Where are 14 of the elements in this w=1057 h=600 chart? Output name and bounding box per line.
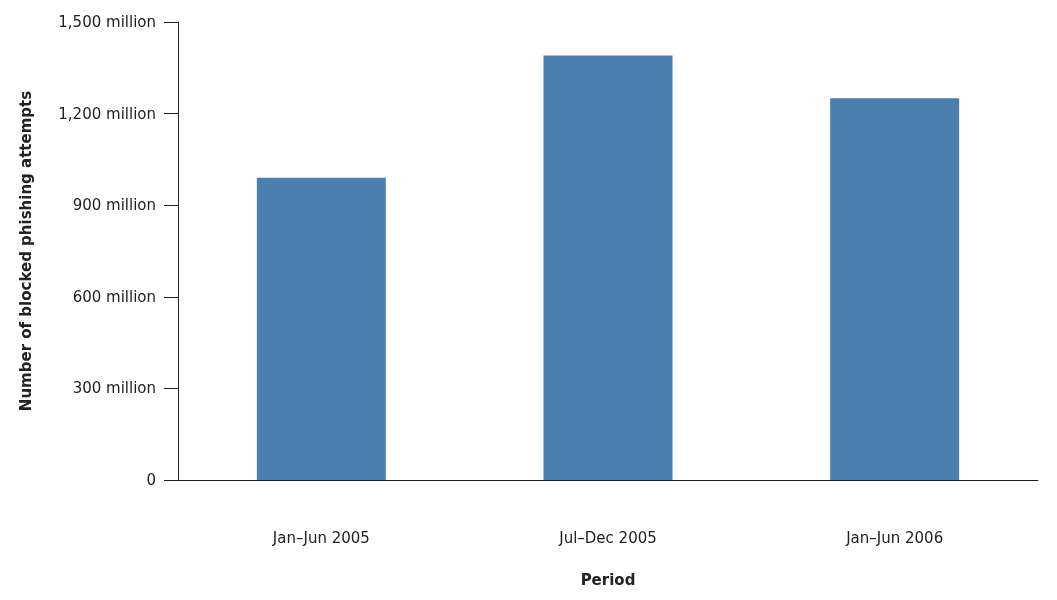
bar: [830, 98, 960, 480]
y-tick-label: 900 million: [72, 196, 156, 215]
y-tick-label: 0: [146, 471, 156, 489]
y-tick-label: 1,500 million: [58, 13, 156, 31]
y-tick-label: 300 million: [72, 379, 156, 398]
x-axis-title: Period: [580, 570, 636, 589]
x-tick-label: Jan–Jun 2006: [845, 528, 944, 547]
x-tick-label: Jul–Dec 2005: [558, 528, 657, 547]
x-tick-label: Jan–Jun 2005: [271, 528, 370, 547]
bar: [543, 55, 673, 480]
y-axis-title: Number of blocked phishing attempts: [16, 90, 35, 412]
y-tick-label: 1,200 million: [58, 104, 156, 123]
y-tick-label: 600 million: [72, 287, 156, 306]
bar: [256, 177, 386, 480]
